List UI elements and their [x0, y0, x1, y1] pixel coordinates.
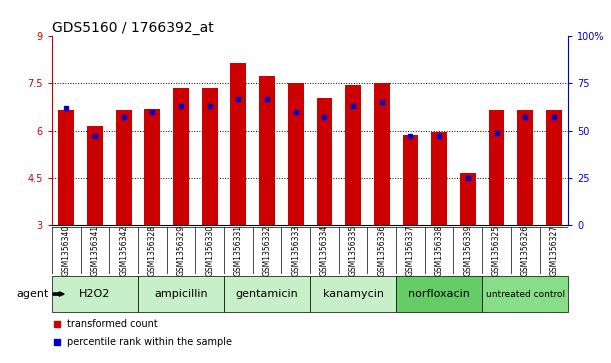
Text: GSM1356328: GSM1356328 [148, 225, 157, 276]
Text: GSM1356336: GSM1356336 [377, 225, 386, 276]
Text: GSM1356330: GSM1356330 [205, 225, 214, 276]
Bar [288, 83, 304, 225]
Text: percentile rank within the sample: percentile rank within the sample [67, 337, 232, 347]
Bar [230, 63, 246, 225]
Bar [310, 276, 396, 312]
Text: GSM1356327: GSM1356327 [549, 225, 558, 276]
Bar [52, 276, 138, 312]
Bar [202, 88, 218, 225]
Bar [345, 85, 361, 225]
Bar [489, 110, 505, 225]
Text: GSM1356325: GSM1356325 [492, 225, 501, 276]
Text: agent: agent [16, 289, 49, 299]
Bar [460, 173, 476, 225]
Text: kanamycin: kanamycin [323, 289, 384, 299]
Bar [173, 88, 189, 225]
Bar [431, 132, 447, 225]
Text: GSM1356337: GSM1356337 [406, 225, 415, 276]
Bar [374, 83, 390, 225]
Bar [546, 110, 562, 225]
Text: transformed count: transformed count [67, 319, 158, 329]
Text: H2O2: H2O2 [79, 289, 111, 299]
Bar [138, 276, 224, 312]
Text: norfloxacin: norfloxacin [408, 289, 470, 299]
Bar [482, 276, 568, 312]
Text: untreated control: untreated control [486, 290, 565, 298]
Text: GSM1356338: GSM1356338 [434, 225, 444, 276]
Text: GSM1356335: GSM1356335 [349, 225, 357, 276]
Bar [316, 98, 332, 225]
Bar [115, 110, 131, 225]
Bar [87, 126, 103, 225]
Bar [144, 109, 160, 225]
Text: GSM1356342: GSM1356342 [119, 225, 128, 276]
Text: GDS5160 / 1766392_at: GDS5160 / 1766392_at [52, 21, 214, 35]
Text: ampicillin: ampicillin [154, 289, 208, 299]
Text: GSM1356339: GSM1356339 [463, 225, 472, 276]
Text: GSM1356326: GSM1356326 [521, 225, 530, 276]
Text: GSM1356334: GSM1356334 [320, 225, 329, 276]
Text: GSM1356329: GSM1356329 [177, 225, 186, 276]
Bar [518, 110, 533, 225]
Text: gentamicin: gentamicin [236, 289, 298, 299]
Bar [59, 110, 74, 225]
Text: GSM1356332: GSM1356332 [263, 225, 271, 276]
Bar [403, 135, 419, 225]
Text: GSM1356331: GSM1356331 [234, 225, 243, 276]
Text: GSM1356341: GSM1356341 [90, 225, 100, 276]
Bar [224, 276, 310, 312]
Text: GSM1356340: GSM1356340 [62, 225, 71, 276]
Text: GSM1356333: GSM1356333 [291, 225, 300, 276]
Bar [396, 276, 482, 312]
Bar [259, 76, 275, 225]
